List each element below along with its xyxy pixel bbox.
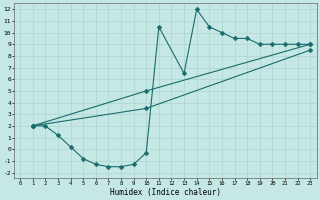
X-axis label: Humidex (Indice chaleur): Humidex (Indice chaleur) [110, 188, 220, 197]
